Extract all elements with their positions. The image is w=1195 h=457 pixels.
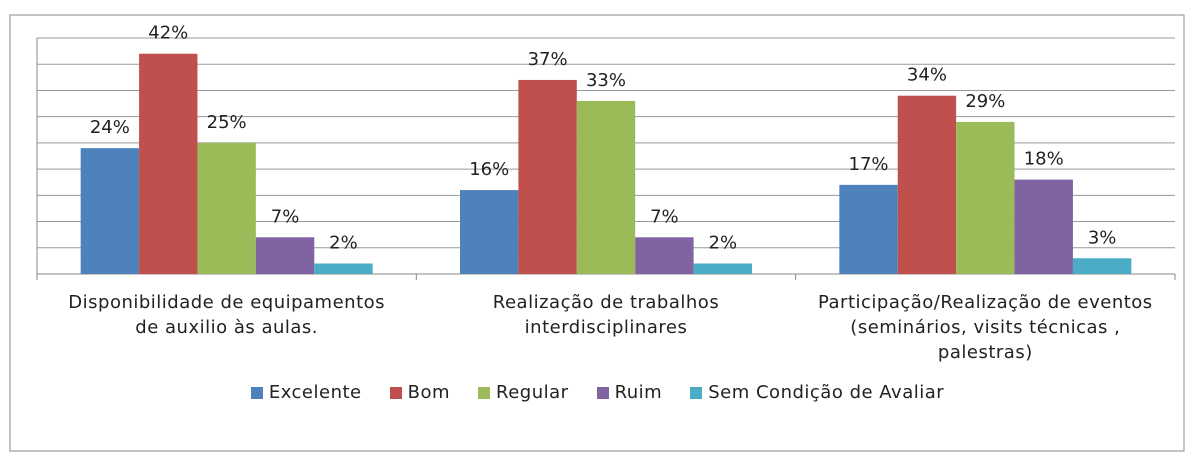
bar (576, 100, 636, 274)
data-label: 18% (1024, 149, 1064, 170)
data-label: 37% (528, 49, 568, 70)
legend-item: Sem Condição de Avaliar (690, 382, 944, 403)
data-label: 16% (469, 159, 509, 180)
legend-label: Ruim (614, 382, 663, 403)
data-label: 2% (709, 233, 738, 254)
legend-swatch (596, 386, 609, 399)
data-label: 2% (329, 233, 358, 254)
x-tick-label: Realização de trabalhos interdisciplinar… (492, 292, 720, 338)
legend-item: Excelente (250, 382, 362, 403)
legend: Excelente Bom Regular Ruim Sem Condição de A… (0, 382, 1195, 403)
data-label: 34% (907, 65, 947, 86)
bar (460, 190, 519, 274)
legend-label: Sem Condição de Avaliar (708, 382, 945, 403)
bar (1072, 258, 1132, 274)
bar (635, 237, 694, 274)
legend-label: Regular (496, 382, 569, 403)
legend-item: Ruim (596, 382, 663, 403)
bar (314, 263, 373, 274)
chart-border (9, 14, 1185, 452)
bar (839, 184, 898, 274)
data-label: 33% (586, 70, 626, 91)
legend-label: Bom (407, 382, 451, 403)
legend-item: Bom (389, 382, 451, 403)
data-label: 7% (271, 206, 300, 227)
x-tick-label: Participação/Realização de eventos (semi… (817, 292, 1153, 363)
legend-swatch (250, 386, 263, 399)
data-label: 3% (1088, 227, 1117, 248)
x-tick-label: Disponibilidade de equipamentos de auxil… (68, 292, 386, 338)
data-label: 25% (207, 112, 247, 133)
bar (693, 263, 752, 274)
data-label: 7% (650, 206, 679, 227)
data-label: 29% (965, 91, 1005, 112)
bar (255, 237, 315, 274)
legend-swatch (478, 386, 491, 399)
bar (80, 148, 140, 274)
bar (897, 95, 957, 274)
bar (197, 142, 256, 274)
bar (956, 121, 1015, 275)
data-label: 17% (849, 154, 889, 175)
data-label: 24% (90, 117, 130, 138)
data-label: 42% (148, 23, 188, 44)
legend-label: Excelente (268, 382, 362, 403)
legend-item: Regular (478, 382, 569, 403)
legend-swatch (389, 386, 402, 399)
bar (139, 53, 198, 274)
bar (518, 79, 577, 274)
legend-swatch (690, 386, 703, 399)
bar (1014, 179, 1073, 274)
